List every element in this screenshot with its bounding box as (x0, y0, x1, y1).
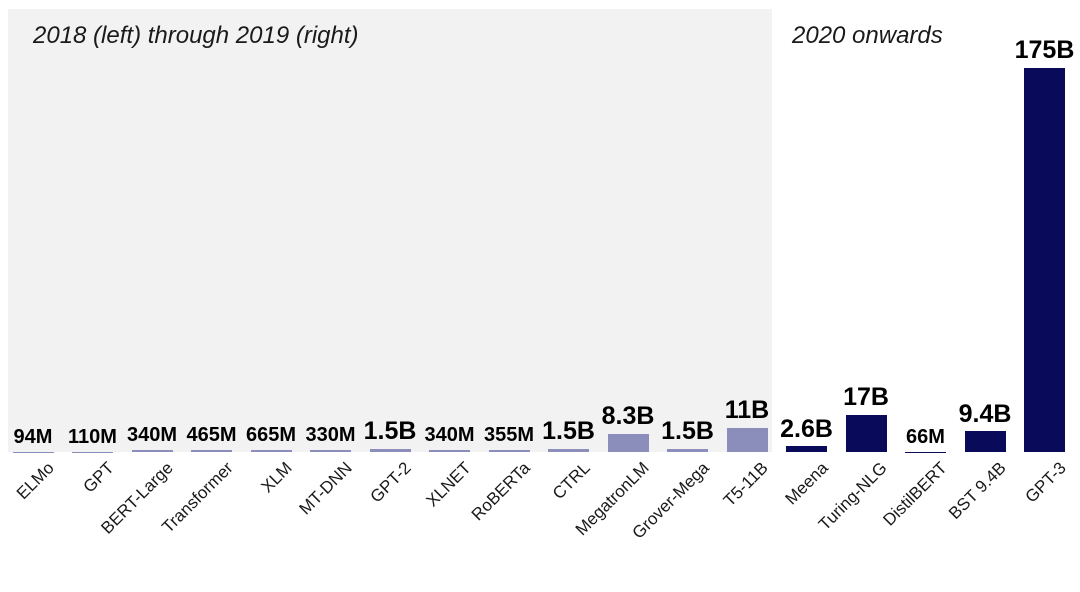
era-2020-title: 2020 onwards (792, 22, 943, 49)
value-label-xlnet: 340M (424, 424, 475, 446)
bar-ctrl (548, 448, 589, 452)
bar-meena (786, 446, 827, 452)
category-label-gpt-3: GPT-3 (1021, 458, 1070, 507)
bar-t5-11b (726, 427, 768, 452)
value-label-grover-mega: 1.5B (661, 416, 714, 445)
bar-roberta (488, 450, 530, 452)
value-label-t5-11b: 11B (724, 396, 770, 425)
era-2018-2019-title: 2018 (left) through 2019 (right) (33, 22, 359, 49)
category-label-distilbert: DistilBERT (878, 458, 951, 530)
bar-bst-9-4b (964, 431, 1006, 452)
bar-turing-nlg (845, 414, 887, 452)
category-label-turing-nlg: Turing-NLG (814, 458, 891, 535)
bar-megatronlm (607, 433, 649, 452)
era-2018-2019-panel (8, 9, 772, 452)
value-label-elmo: 94M (13, 425, 53, 448)
bar-xlm (250, 450, 292, 452)
value-label-bst-9-4b: 9.4B (958, 399, 1012, 428)
value-label-roberta: 355M (483, 424, 535, 446)
category-label-gpt-2: GPT-2 (366, 458, 415, 507)
bar-gpt-2 (369, 448, 411, 452)
value-label-meena: 2.6B (780, 414, 833, 443)
category-label-xlnet: XLNET (422, 458, 475, 511)
value-label-megatronlm: 8.3B (601, 402, 655, 431)
bar-xlnet (429, 450, 470, 452)
bar-bert-large (131, 450, 173, 452)
category-label-bert-large: BERT-Large (97, 458, 177, 538)
category-label-mt-dnn: MT-DNN (295, 458, 356, 519)
category-label-meena: Meena (781, 458, 832, 509)
bar-gpt-3 (1024, 68, 1065, 452)
value-label-ctrl: 1.5B (542, 416, 595, 445)
value-label-bert-large: 340M (126, 424, 178, 446)
bar-mt-dnn (310, 450, 351, 452)
value-label-gpt-3: 175B (1014, 36, 1075, 65)
value-label-gpt-2: 1.5B (363, 416, 417, 445)
category-label-t5-11b: T5-11B (719, 458, 772, 511)
value-label-gpt: 110M (68, 425, 117, 448)
value-label-xlm: 665M (245, 424, 297, 446)
category-label-bst-9-4b: BST 9.4B (945, 458, 1010, 523)
category-label-ctrl: CTRL (548, 458, 594, 504)
category-label-roberta: RoBERTa (467, 458, 534, 525)
category-label-xlm: XLM (257, 458, 296, 497)
bar-transformer (191, 450, 232, 452)
category-label-grover-mega: Grover-Mega (627, 458, 713, 543)
value-label-distilbert: 66M (906, 425, 945, 448)
value-label-transformer: 465M (186, 424, 237, 446)
value-label-mt-dnn: 330M (305, 424, 356, 446)
value-label-turing-nlg: 17B (843, 382, 889, 411)
bar-grover-mega (667, 448, 708, 452)
category-label-transformer: Transformer (157, 458, 237, 537)
category-label-megatronlm: MegatronLM (571, 458, 653, 540)
